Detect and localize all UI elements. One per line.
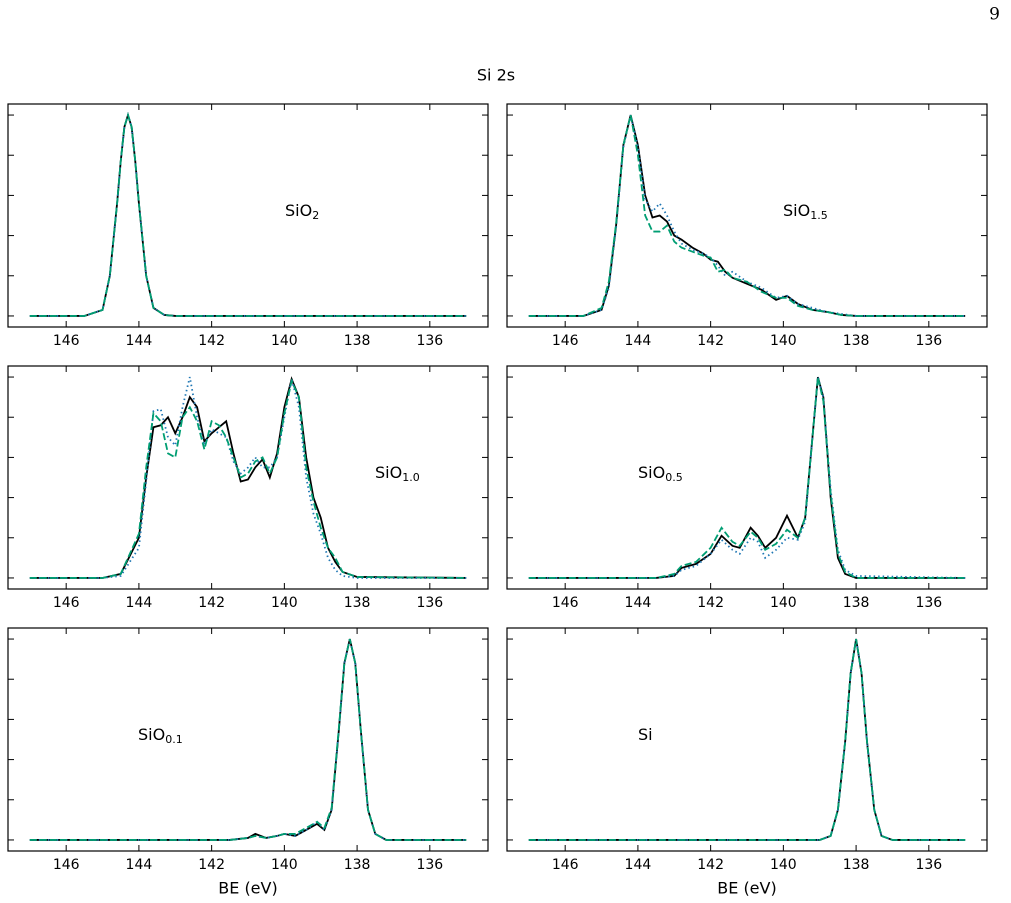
x-tick-label: 146: [552, 333, 579, 349]
panel-label-main: Si: [638, 725, 653, 744]
panel-label-main: SiO: [138, 725, 165, 744]
plot-frame: [7, 627, 489, 852]
spectrum-line: [29, 638, 467, 841]
x-tick-label: 140: [770, 333, 797, 349]
panel-label: SiO1.5: [783, 201, 828, 223]
x-tick-label: 144: [625, 333, 652, 349]
x-tick-label: 144: [625, 595, 652, 611]
x-tick-label: 136: [915, 595, 942, 611]
page-number: 9: [989, 5, 1000, 25]
spectrum-line: [528, 376, 966, 579]
spectrum-line: [528, 638, 966, 841]
x-tick-label: 140: [271, 857, 298, 873]
x-tick-label: 140: [770, 595, 797, 611]
spectrum-line: [528, 376, 966, 579]
x-tick-label: 136: [915, 333, 942, 349]
x-tick-label: 138: [843, 595, 870, 611]
figure-title: Si 2s: [477, 66, 515, 85]
x-tick-label: 138: [344, 333, 371, 349]
x-tick-label: 146: [552, 595, 579, 611]
x-axis-label: BE (eV): [218, 879, 277, 898]
spectrum-line: [528, 638, 966, 841]
spectrum-line: [29, 376, 467, 579]
panel-label-main: SiO: [285, 201, 312, 220]
x-tick-label: 138: [344, 857, 371, 873]
x-tick-label: 144: [126, 333, 153, 349]
spectrum-line: [528, 114, 966, 317]
plot-frame: [506, 365, 988, 590]
x-tick-label: 140: [271, 595, 298, 611]
spectrum-line: [29, 638, 467, 841]
x-tick-label: 142: [697, 595, 724, 611]
x-tick-label: 142: [198, 595, 225, 611]
x-tick-label: 138: [344, 595, 371, 611]
spectrum-line: [29, 111, 467, 317]
panel-label-sub: 2: [312, 209, 319, 222]
x-tick-label: 144: [126, 857, 153, 873]
panel-label-main: SiO: [638, 463, 665, 482]
x-tick-label: 146: [53, 333, 80, 349]
spectrum-line: [29, 378, 467, 579]
spectrum-line: [528, 376, 966, 579]
plot-frame: [506, 103, 988, 328]
x-tick-label: 144: [625, 857, 652, 873]
panel-label-sub: 1.5: [810, 209, 828, 222]
plot-frame: [506, 627, 988, 852]
x-tick-label: 140: [770, 857, 797, 873]
x-tick-label: 136: [416, 857, 443, 873]
x-tick-label: 138: [843, 333, 870, 349]
spectrum-line: [29, 638, 467, 841]
x-tick-label: 142: [697, 333, 724, 349]
panel-label-sub: 1.0: [402, 471, 420, 484]
panel-label: Si: [638, 725, 653, 744]
x-tick-label: 136: [416, 333, 443, 349]
x-tick-label: 144: [126, 595, 153, 611]
panel-label: SiO1.0: [375, 463, 420, 485]
x-tick-label: 142: [198, 333, 225, 349]
plot-frame: [7, 365, 489, 590]
x-tick-label: 138: [843, 857, 870, 873]
x-tick-label: 136: [915, 857, 942, 873]
spectrum-line: [29, 111, 467, 317]
x-tick-label: 136: [416, 595, 443, 611]
panel-label-sub: 0.5: [665, 471, 683, 484]
x-tick-label: 146: [552, 857, 579, 873]
panel-label-main: SiO: [783, 201, 810, 220]
x-tick-label: 142: [697, 857, 724, 873]
x-tick-label: 142: [198, 857, 225, 873]
x-axis-label: BE (eV): [717, 879, 776, 898]
panel-label-sub: 0.1: [165, 733, 183, 746]
panel-label: SiO0.5: [638, 463, 683, 485]
plot-frame: [7, 103, 489, 328]
x-tick-label: 146: [53, 857, 80, 873]
spectrum-line: [528, 114, 966, 317]
spectrum-line: [29, 111, 467, 317]
x-tick-label: 146: [53, 595, 80, 611]
panel-label: SiO2: [285, 201, 319, 223]
x-tick-label: 140: [271, 333, 298, 349]
spectrum-line: [528, 114, 966, 317]
spectrum-line: [528, 638, 966, 841]
panel-label: SiO0.1: [138, 725, 183, 747]
panel-label-main: SiO: [375, 463, 402, 482]
